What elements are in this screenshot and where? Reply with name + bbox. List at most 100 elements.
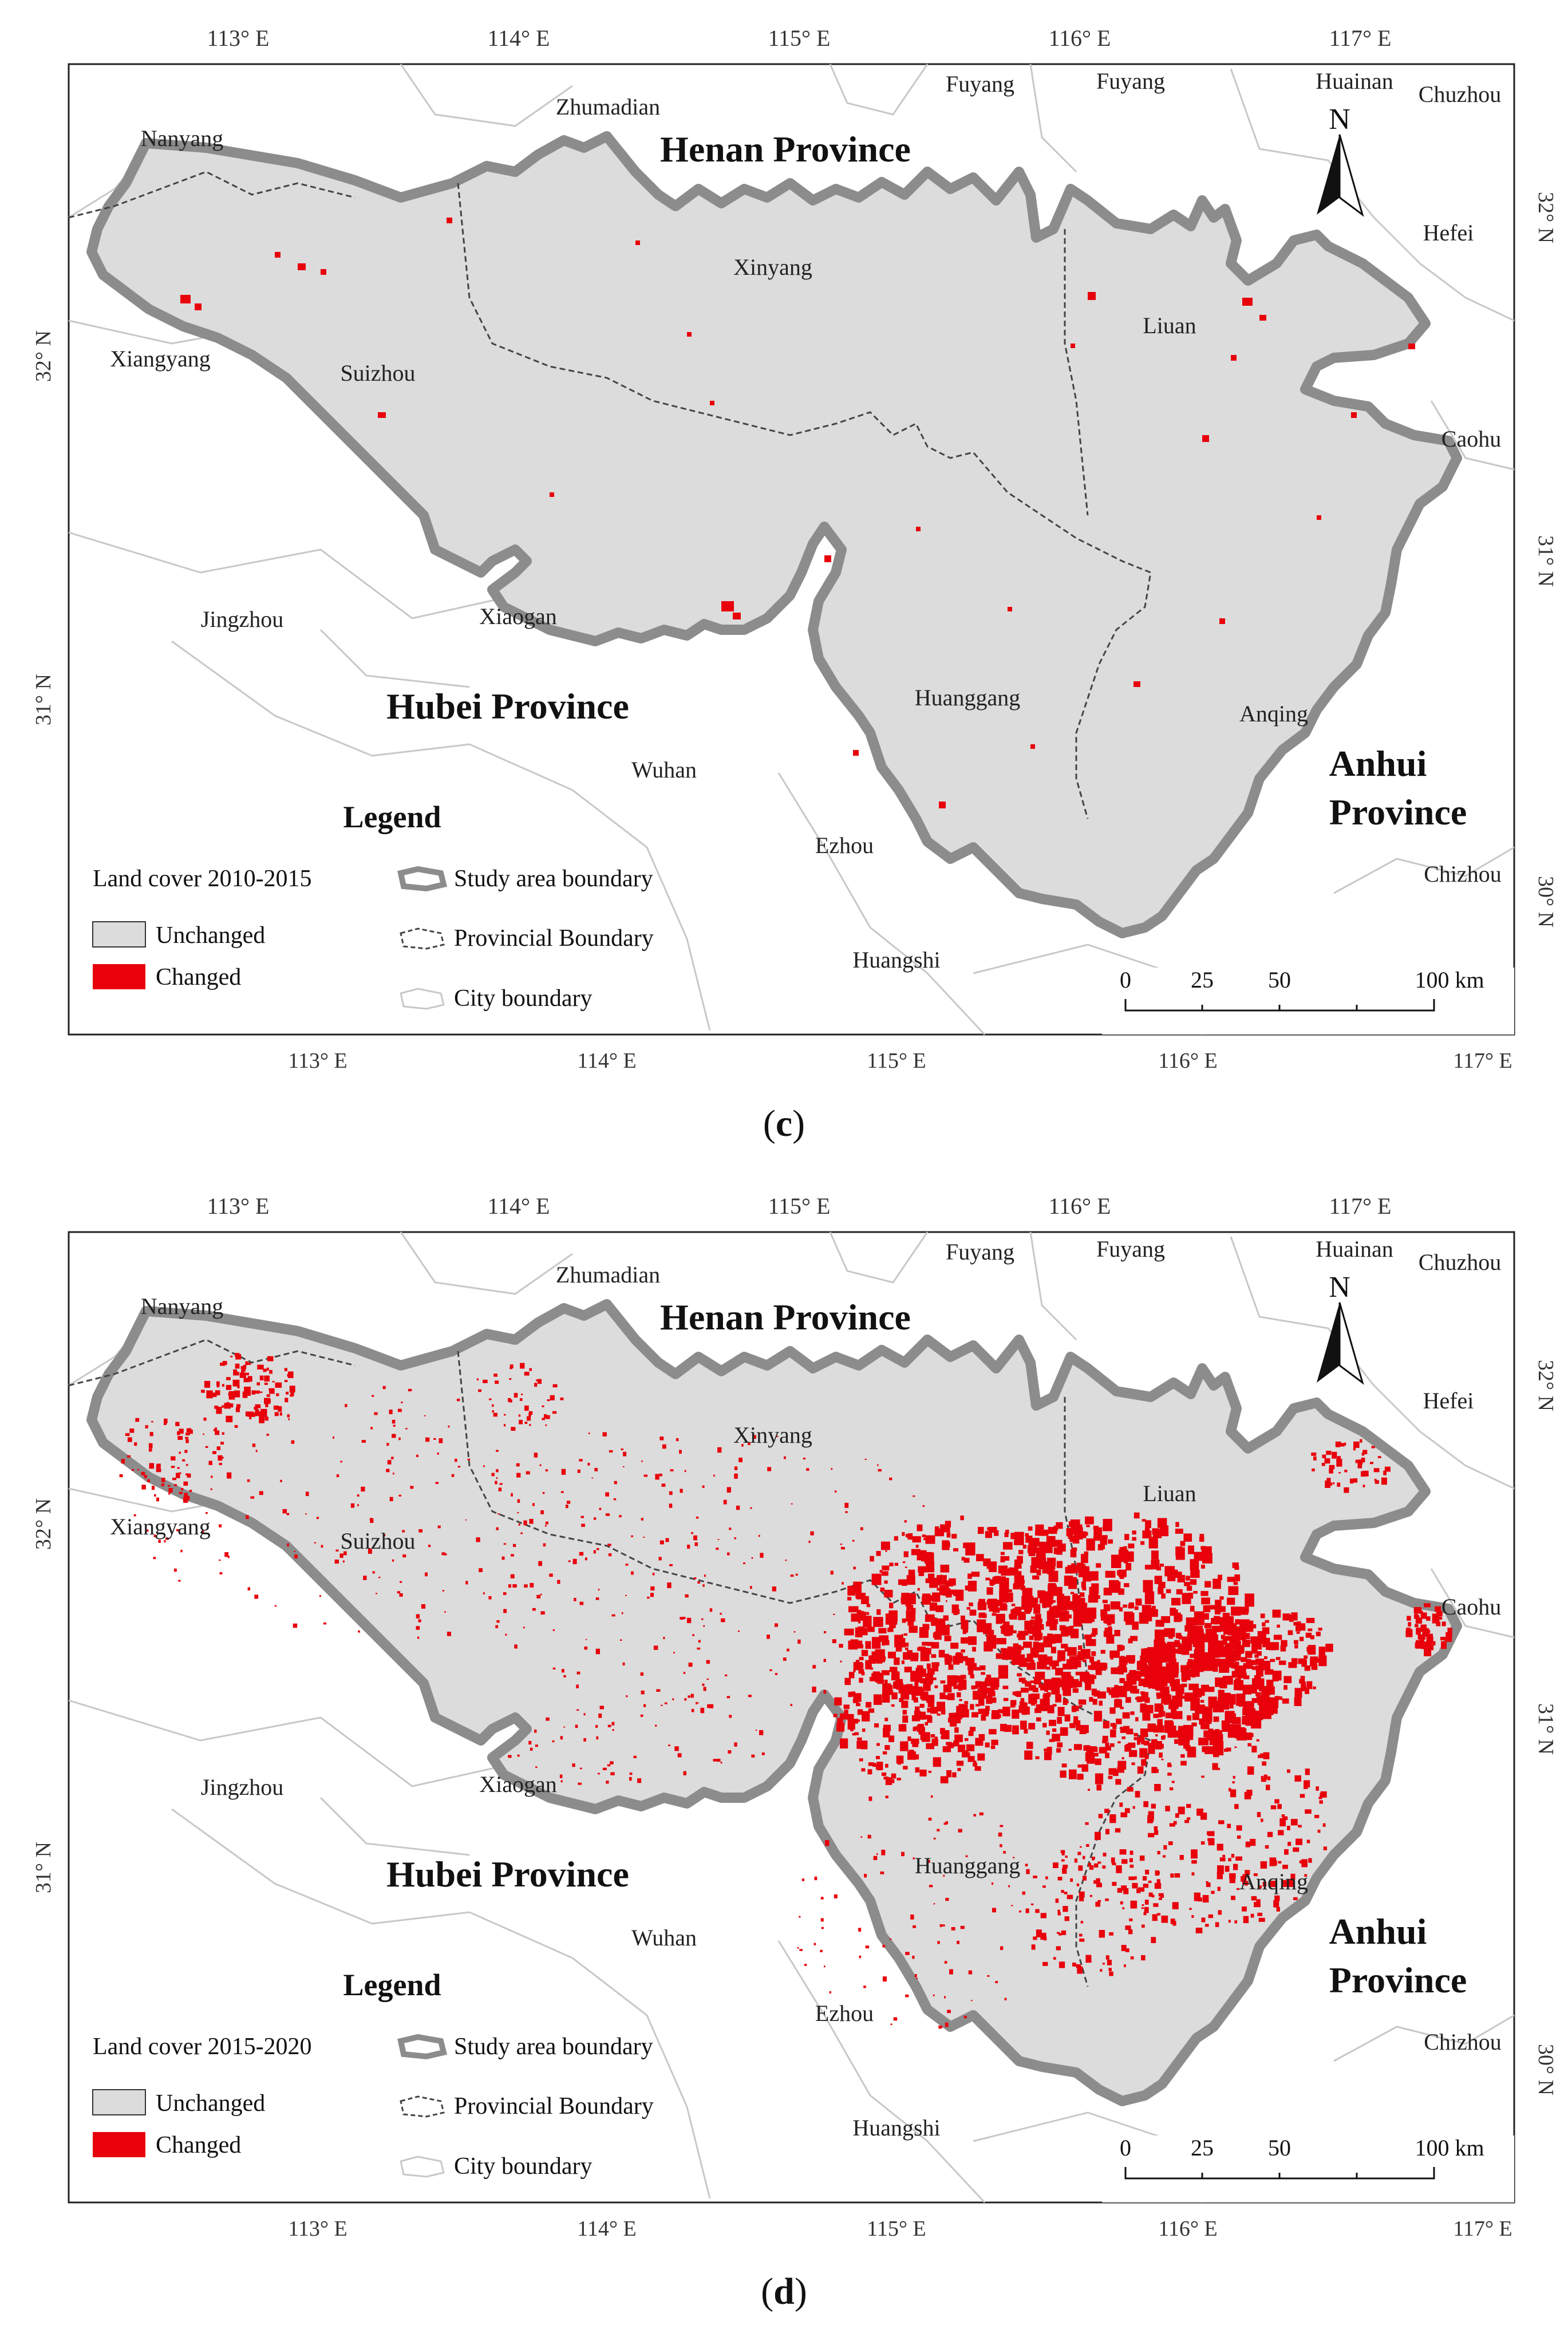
changed-pixel [972, 1647, 976, 1652]
changed-pixel [538, 1379, 542, 1384]
changed-pixel [269, 1388, 275, 1394]
changed-pixel [1223, 1630, 1230, 1635]
changed-pixel [1033, 1876, 1037, 1878]
changed-pixel [1084, 1680, 1088, 1683]
changed-pixel [1025, 1596, 1034, 1605]
changed-pixel [530, 1747, 533, 1751]
changed-pixel [224, 1403, 231, 1409]
changed-pixel [1432, 1641, 1436, 1645]
changed-pixel [1441, 1621, 1446, 1627]
changed-pixel [402, 1554, 406, 1558]
changed-pixel [559, 1774, 563, 1778]
changed-pixel [1251, 1698, 1258, 1703]
changed-pixel [1218, 1820, 1225, 1825]
changed-pixel [1006, 1625, 1014, 1633]
changed-pixel [215, 1430, 220, 1435]
changed-pixel [1193, 1590, 1198, 1594]
changed-pixel [1075, 1657, 1079, 1661]
changed-pixel [1023, 1641, 1032, 1648]
changed-pixel [1124, 1534, 1129, 1541]
changed-pixel [998, 1709, 1004, 1714]
changed-pixel [955, 1589, 964, 1601]
changed-pixel [1000, 1825, 1004, 1827]
changed-pixel [653, 1645, 658, 1650]
changed-pixel [372, 1395, 374, 1397]
changed-pixel [503, 1592, 507, 1595]
changed-pixel [926, 1695, 935, 1703]
changed-pixel [860, 1527, 863, 1530]
changed-pixel [1167, 1764, 1172, 1767]
changed-pixel [950, 1643, 959, 1649]
changed-pixel [607, 1764, 611, 1767]
changed-pixel [1310, 1656, 1318, 1663]
changed-pixel [1221, 1720, 1230, 1730]
changed-pixel [880, 1871, 884, 1874]
city-label: Jingzhou [201, 606, 283, 632]
changed-pixel [920, 1733, 929, 1740]
changed-pixel [1170, 1675, 1175, 1681]
changed-pixel [1139, 1856, 1145, 1861]
changed-pixel [1067, 1647, 1077, 1656]
changed-pixel [844, 1628, 854, 1636]
changed-pixel [942, 1540, 950, 1550]
changed-pixel [1156, 1639, 1165, 1651]
changed-pixel [1044, 1936, 1047, 1941]
changed-pixel [1206, 1734, 1211, 1740]
changed-pixel [187, 1473, 191, 1478]
changed-pixel [402, 1530, 405, 1533]
changed-pixel [1266, 1679, 1274, 1688]
changed-pixel [185, 1495, 190, 1501]
changed-pixel [859, 1758, 863, 1762]
changed-pixel [1179, 1734, 1187, 1739]
changed-pixel [545, 1469, 548, 1472]
changed-pixel [266, 1434, 269, 1436]
changed-pixel [560, 1491, 564, 1493]
changed-pixel [287, 1543, 289, 1547]
changed-pixel [519, 1420, 523, 1424]
changed-pixel [1158, 1685, 1162, 1688]
changed-pixel [1079, 1774, 1084, 1779]
changed-pixel [663, 1636, 665, 1640]
changed-pixel [1129, 1850, 1133, 1855]
changed-pixel [748, 1695, 752, 1698]
changed-pixel [250, 1496, 255, 1499]
province-label-henan: Henan Province [660, 1297, 911, 1337]
changed-pixel [1283, 1676, 1292, 1683]
lon-tick-bottom: 115° E [867, 1049, 926, 1073]
changed-pixel [1296, 1632, 1300, 1634]
changed-pixel [1215, 1922, 1219, 1927]
panel-sublabel-letter: d [773, 2271, 795, 2312]
changed-pixel [840, 1660, 842, 1663]
changed-pixel [561, 1669, 564, 1673]
changed-pixel [1042, 1961, 1048, 1966]
changed-pixel [1293, 1847, 1300, 1852]
changed-pixel [1332, 1451, 1337, 1459]
changed-pixel [960, 1925, 965, 1929]
changed-pixel [992, 1697, 997, 1703]
changed-pixel [1080, 1921, 1084, 1924]
changed-pixel [1176, 1589, 1183, 1594]
changed-pixel [523, 1627, 525, 1629]
changed-pixel [703, 1687, 706, 1691]
changed-pixel [938, 2026, 943, 2028]
changed-pixel [1045, 1660, 1052, 1665]
changed-pixel [743, 1562, 745, 1565]
changed-pixel [1020, 1720, 1027, 1730]
changed-pixel [922, 1624, 930, 1630]
changed-pixel [1212, 1665, 1218, 1672]
changed-pixel [1337, 1482, 1341, 1487]
changed-pixel [1170, 1680, 1177, 1687]
changed-pixel [1118, 1667, 1127, 1673]
changed-pixel [293, 1623, 298, 1628]
changed-pixel [1061, 1859, 1065, 1862]
changed-pixel [1200, 1690, 1205, 1696]
changed-pixel [335, 1549, 339, 1552]
changed-pixel [1165, 1712, 1172, 1719]
changed-pixel [1251, 1746, 1257, 1752]
changed-pixel [726, 1696, 730, 1699]
changed-pixel [1002, 1685, 1009, 1689]
changed-pixel [1121, 1885, 1127, 1891]
changed-pixel [967, 1573, 972, 1579]
changed-pixel [1147, 1815, 1154, 1822]
changed-pixel [397, 1591, 401, 1594]
